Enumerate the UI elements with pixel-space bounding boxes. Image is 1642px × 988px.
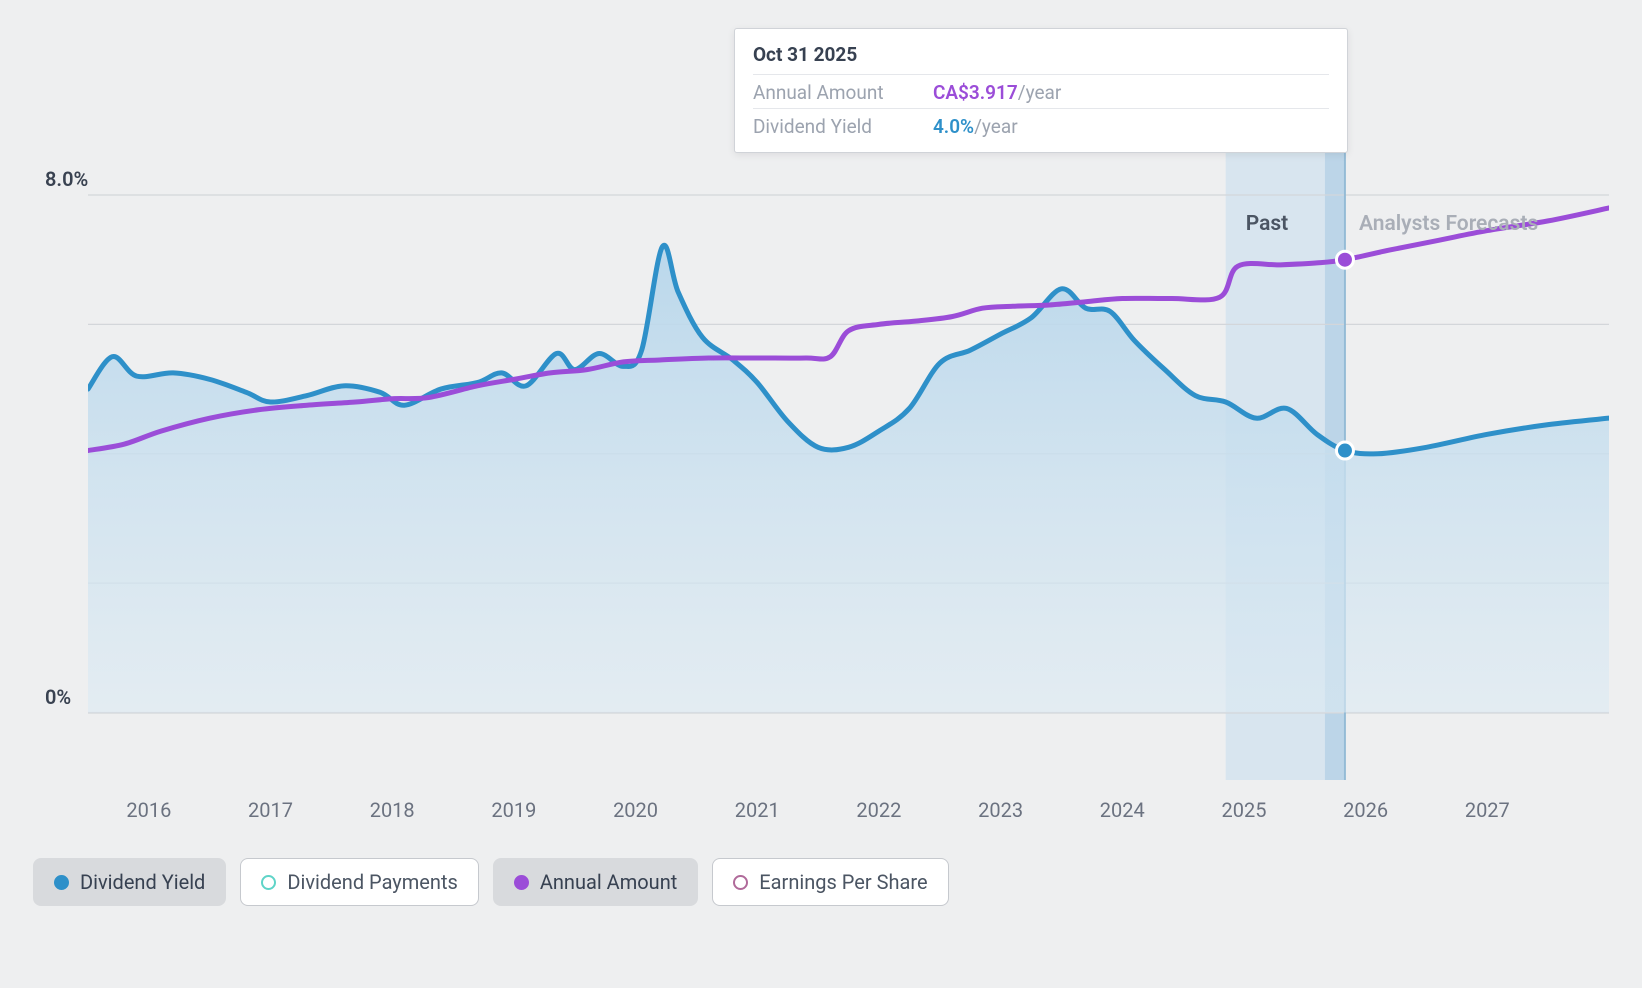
tooltip-row-value: CA$3.917/year	[933, 81, 1061, 104]
x-axis-tick: 2022	[856, 798, 901, 822]
legend-item-earnings-per-share[interactable]: Earnings Per Share	[712, 858, 948, 906]
chart-tooltip: Oct 31 2025 Annual AmountCA$3.917/yearDi…	[734, 28, 1348, 153]
x-axis-tick: 2025	[1221, 798, 1266, 822]
x-axis-tick: 2019	[491, 798, 536, 822]
tooltip-row: Dividend Yield4.0%/year	[753, 108, 1329, 142]
x-axis-tick: 2016	[126, 798, 171, 822]
past-region-label: Past	[1246, 212, 1289, 236]
forecast-region-label: Analysts Forecasts	[1359, 212, 1538, 236]
legend-marker-icon	[261, 875, 276, 890]
x-axis-tick: 2023	[978, 798, 1023, 822]
legend-marker-icon	[514, 875, 529, 890]
tooltip-row-suffix: /year	[1018, 81, 1062, 104]
tooltip-row-suffix: /year	[974, 115, 1018, 138]
tooltip-row: Annual AmountCA$3.917/year	[753, 74, 1329, 108]
tooltip-row-label: Annual Amount	[753, 81, 933, 104]
legend-item-label: Dividend Payments	[287, 870, 457, 894]
tooltip-row-label: Dividend Yield	[753, 115, 933, 138]
x-axis-tick: 2026	[1343, 798, 1388, 822]
x-axis-tick: 2027	[1465, 798, 1510, 822]
x-axis-tick: 2018	[370, 798, 415, 822]
legend-item-dividend-payments[interactable]: Dividend Payments	[240, 858, 478, 906]
chart-legend: Dividend Yield Dividend Payments Annual Am…	[33, 858, 949, 906]
dividend-chart: 8.0%0% Past Analysts Forecasts 201620172…	[33, 0, 1609, 988]
legend-item-label: Annual Amount	[540, 870, 677, 894]
legend-marker-icon	[733, 875, 748, 890]
legend-marker-icon	[54, 875, 69, 890]
x-axis-tick: 2017	[248, 798, 293, 822]
tooltip-row-value: 4.0%/year	[933, 115, 1018, 138]
y-axis-label: 0%	[45, 685, 71, 709]
tooltip-date: Oct 31 2025	[753, 43, 1329, 74]
legend-item-dividend-yield[interactable]: Dividend Yield	[33, 858, 226, 906]
legend-item-label: Dividend Yield	[80, 870, 205, 894]
x-axis-tick: 2020	[613, 798, 658, 822]
legend-item-annual-amount[interactable]: Annual Amount	[493, 858, 698, 906]
x-axis: 2016 2017 2018 2019 2020 2021 2022 2023 2024 2025…	[88, 790, 1609, 830]
x-axis-tick: 2021	[735, 798, 780, 822]
x-axis-tick: 2024	[1100, 798, 1145, 822]
y-axis-label: 8.0%	[45, 167, 88, 191]
legend-item-label: Earnings Per Share	[759, 870, 927, 894]
